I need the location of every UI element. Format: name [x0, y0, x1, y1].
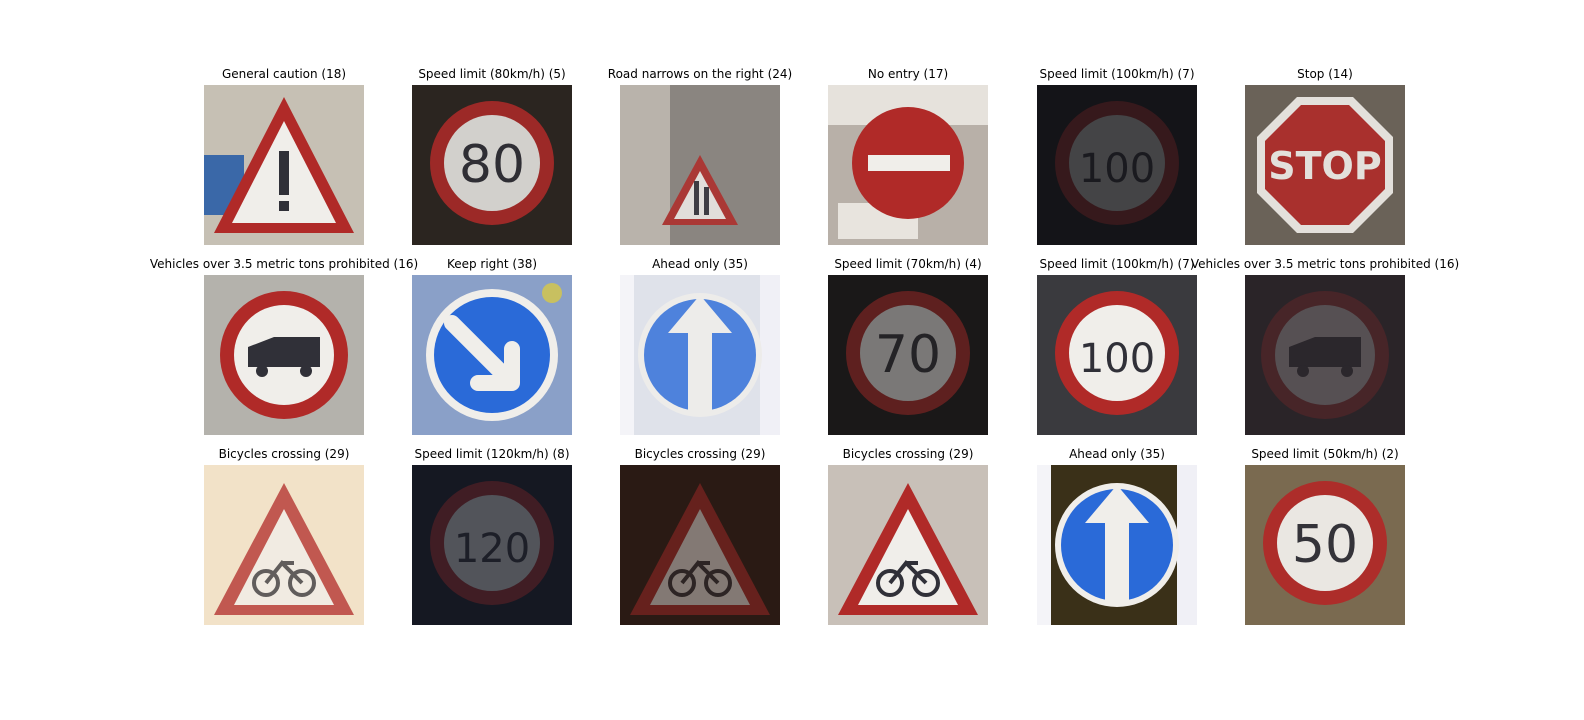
speed-limit-80-sign-icon: 80 [412, 85, 572, 245]
truck-prohibited-sign-icon [1245, 275, 1405, 435]
sign-title: Ahead only (35) [1069, 447, 1165, 461]
sign-cell: Stop (14) STOP [1245, 67, 1405, 247]
sign-title: Speed limit (50km/h) (2) [1251, 447, 1399, 461]
ahead-only-sign-icon [620, 275, 780, 435]
sign-text: STOP [1268, 144, 1381, 188]
sign-text: 100 [1079, 336, 1155, 382]
keep-right-sign-icon [412, 275, 572, 435]
sign-cell: Speed limit (70km/h) (4) 70 [828, 257, 988, 437]
sign-cell: Bicycles crossing (29) [828, 447, 988, 627]
road-narrows-right-sign-icon [620, 85, 780, 245]
sign-text: 50 [1292, 515, 1358, 575]
sign-cell: General caution (18) [204, 67, 364, 247]
sign-cell: Vehicles over 3.5 metric tons prohibited… [1191, 257, 1459, 437]
truck-prohibited-sign-icon [204, 275, 364, 435]
sign-cell: No entry (17) [828, 67, 988, 247]
sign-title: Road narrows on the right (24) [607, 67, 793, 81]
sign-title: Bicycles crossing (29) [634, 447, 766, 461]
sign-cell: Speed limit (100km/h) (7) 100 [1037, 67, 1197, 247]
sign-text: 70 [875, 325, 941, 385]
sign-title: Bicycles crossing (29) [842, 447, 974, 461]
sign-title: Speed limit (120km/h) (8) [414, 447, 570, 461]
general-caution-sign-icon [204, 85, 364, 245]
sign-cell: Speed limit (100km/h) (7) 100 [1037, 257, 1197, 437]
sign-text: 80 [459, 135, 525, 195]
stop-sign-icon: STOP [1245, 85, 1405, 245]
no-entry-sign-icon [828, 85, 988, 245]
sign-title: Vehicles over 3.5 metric tons prohibited… [1190, 257, 1460, 271]
sign-cell: Vehicles over 3.5 metric tons prohibited… [150, 257, 418, 437]
sign-cell: Ahead only (35) [620, 257, 780, 437]
speed-limit-100-sign-icon: 100 [1037, 275, 1197, 435]
sign-title: Speed limit (100km/h) (7) [1039, 257, 1195, 271]
bicycles-crossing-sign-icon [620, 465, 780, 625]
sign-cell: Bicycles crossing (29) [620, 447, 780, 627]
sign-title: General caution (18) [221, 67, 347, 81]
sign-text: 120 [454, 526, 530, 572]
sign-title: Bicycles crossing (29) [218, 447, 350, 461]
sign-cell: Bicycles crossing (29) [204, 447, 364, 627]
sign-title: Speed limit (80km/h) (5) [418, 67, 566, 81]
ahead-only-sign-icon [1037, 465, 1197, 625]
sign-cell: Ahead only (35) [1037, 447, 1197, 627]
sign-title: Keep right (38) [446, 257, 538, 271]
sign-title: Stop (14) [1297, 67, 1353, 81]
sign-text: 100 [1079, 146, 1155, 192]
speed-limit-100-sign-icon: 100 [1037, 85, 1197, 245]
sign-cell: Road narrows on the right (24) [608, 67, 792, 247]
bicycles-crossing-sign-icon [828, 465, 988, 625]
sign-title: Ahead only (35) [652, 257, 748, 271]
sign-title: Speed limit (70km/h) (4) [834, 257, 982, 271]
speed-limit-50-sign-icon: 50 [1245, 465, 1405, 625]
sign-title: Speed limit (100km/h) (7) [1039, 67, 1195, 81]
sign-title: No entry (17) [867, 67, 949, 81]
sign-cell: Speed limit (120km/h) (8) 120 [412, 447, 572, 627]
sign-title: Vehicles over 3.5 metric tons prohibited… [149, 257, 419, 271]
sign-cell: Speed limit (80km/h) (5) 80 [412, 67, 572, 247]
bicycles-crossing-sign-icon [204, 465, 364, 625]
speed-limit-70-sign-icon: 70 [828, 275, 988, 435]
speed-limit-120-sign-icon: 120 [412, 465, 572, 625]
sign-cell: Speed limit (50km/h) (2) 50 [1245, 447, 1405, 627]
sign-cell: Keep right (38) [412, 257, 572, 437]
